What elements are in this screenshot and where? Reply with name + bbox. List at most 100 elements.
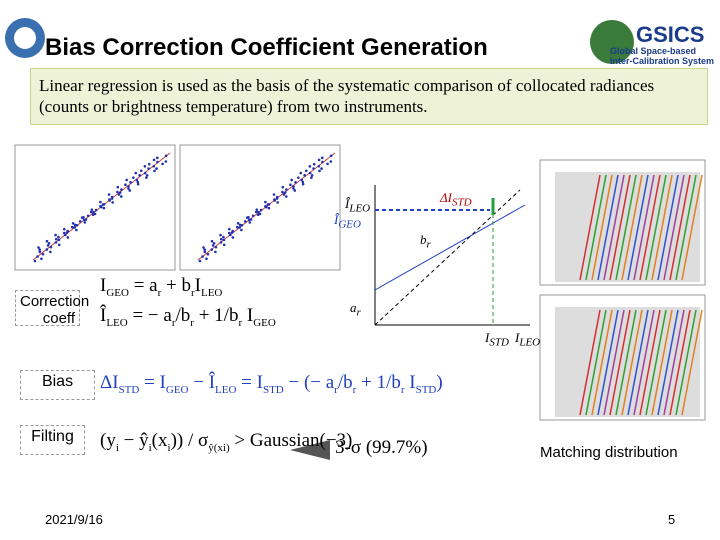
plot-frame: [179, 144, 341, 271]
org-logo-inner: [14, 27, 36, 49]
dot: [198, 259, 202, 263]
dot: [292, 187, 295, 190]
dot: [143, 171, 147, 175]
dot: [272, 193, 276, 196]
dot: [284, 195, 288, 198]
eq-sub: r: [190, 286, 195, 299]
swath: [639, 174, 661, 281]
eq-text: ΔI: [100, 372, 119, 393]
dot: [238, 226, 241, 229]
diagram-label: ÎGEO: [334, 212, 361, 231]
eq-sub: r: [157, 286, 162, 299]
eq-text: Î: [334, 212, 339, 227]
equation: ÎLEO = − ar/br + 1/br IGEO: [100, 305, 276, 329]
dot: [54, 237, 58, 241]
dot: [90, 208, 94, 211]
dot: [301, 182, 305, 186]
dot: [83, 221, 87, 224]
eq-text: I: [194, 275, 201, 296]
dot: [264, 204, 267, 208]
dot: [84, 218, 88, 221]
dot: [267, 203, 271, 206]
dot: [219, 237, 223, 241]
logo-tagline: Inter-Calibration System: [610, 56, 715, 66]
dot: [143, 165, 147, 168]
eq-text: − ŷ: [118, 430, 149, 451]
dot: [231, 236, 235, 239]
dot: [310, 176, 313, 179]
dot: [281, 185, 285, 189]
dot: [54, 241, 58, 244]
dot: [219, 241, 223, 244]
swath: [669, 309, 691, 416]
dot: [155, 156, 159, 160]
dot: [164, 154, 168, 158]
dot: [36, 255, 39, 258]
dot: [117, 193, 121, 196]
dot: [318, 169, 321, 173]
eq-sub: GEO: [106, 286, 129, 299]
dot: [57, 235, 60, 239]
eq-sub: r: [334, 383, 338, 396]
dot: [155, 167, 158, 170]
eq-sub: r: [238, 316, 243, 329]
dot: [301, 180, 305, 184]
swath: [597, 174, 619, 281]
dot: [127, 185, 130, 188]
eq-sub: LEO: [215, 383, 237, 396]
eq-text: a: [350, 300, 357, 315]
eq-sub: ŷ(xi): [208, 441, 230, 454]
eq-text: I: [242, 305, 254, 326]
dot: [70, 225, 74, 229]
dot: [82, 218, 86, 222]
dot: [45, 239, 49, 243]
dot: [92, 210, 95, 214]
collocation-maps: [539, 159, 706, 421]
swath: [633, 174, 655, 281]
dot: [236, 222, 240, 225]
dot: [320, 167, 323, 170]
gsics-globe: [590, 20, 634, 64]
dot: [54, 233, 57, 237]
dot: [254, 210, 258, 214]
dot: [255, 208, 259, 211]
equation: IGEO = ar + brILEO: [100, 275, 222, 299]
dot: [145, 176, 148, 179]
dot: [40, 257, 43, 261]
dot: [47, 241, 51, 245]
dot: [152, 164, 156, 168]
eq-sub: LEO: [519, 336, 541, 349]
dot: [75, 228, 78, 232]
dot: [310, 174, 314, 177]
dot: [326, 162, 329, 166]
dot: [317, 158, 321, 162]
dot: [93, 212, 97, 216]
swath: [675, 174, 697, 281]
swath: [621, 309, 643, 416]
dot: [102, 206, 106, 210]
dot: [99, 200, 102, 204]
dot: [227, 227, 231, 231]
eq-sub: r: [426, 238, 431, 251]
swath: [657, 174, 679, 281]
dot: [41, 252, 45, 256]
dot: [227, 231, 231, 235]
dot: [300, 178, 304, 182]
eq-sub: STD: [451, 196, 472, 209]
dot: [107, 193, 111, 196]
dot: [49, 245, 53, 249]
dot: [38, 248, 41, 251]
equation: 3-σ (99.7%): [335, 437, 428, 459]
section-label: Correction coeff: [15, 290, 89, 327]
swath: [591, 309, 613, 416]
eq-sub: GEO: [165, 383, 189, 396]
eq-text: I: [100, 275, 107, 296]
dot: [111, 201, 114, 204]
dot: [228, 233, 232, 237]
dot: [290, 178, 294, 182]
diagram-label: ar: [350, 300, 361, 319]
dot: [212, 241, 216, 245]
swath: [585, 309, 607, 416]
maps-caption: Matching distribution: [540, 444, 678, 461]
dot: [275, 197, 279, 200]
